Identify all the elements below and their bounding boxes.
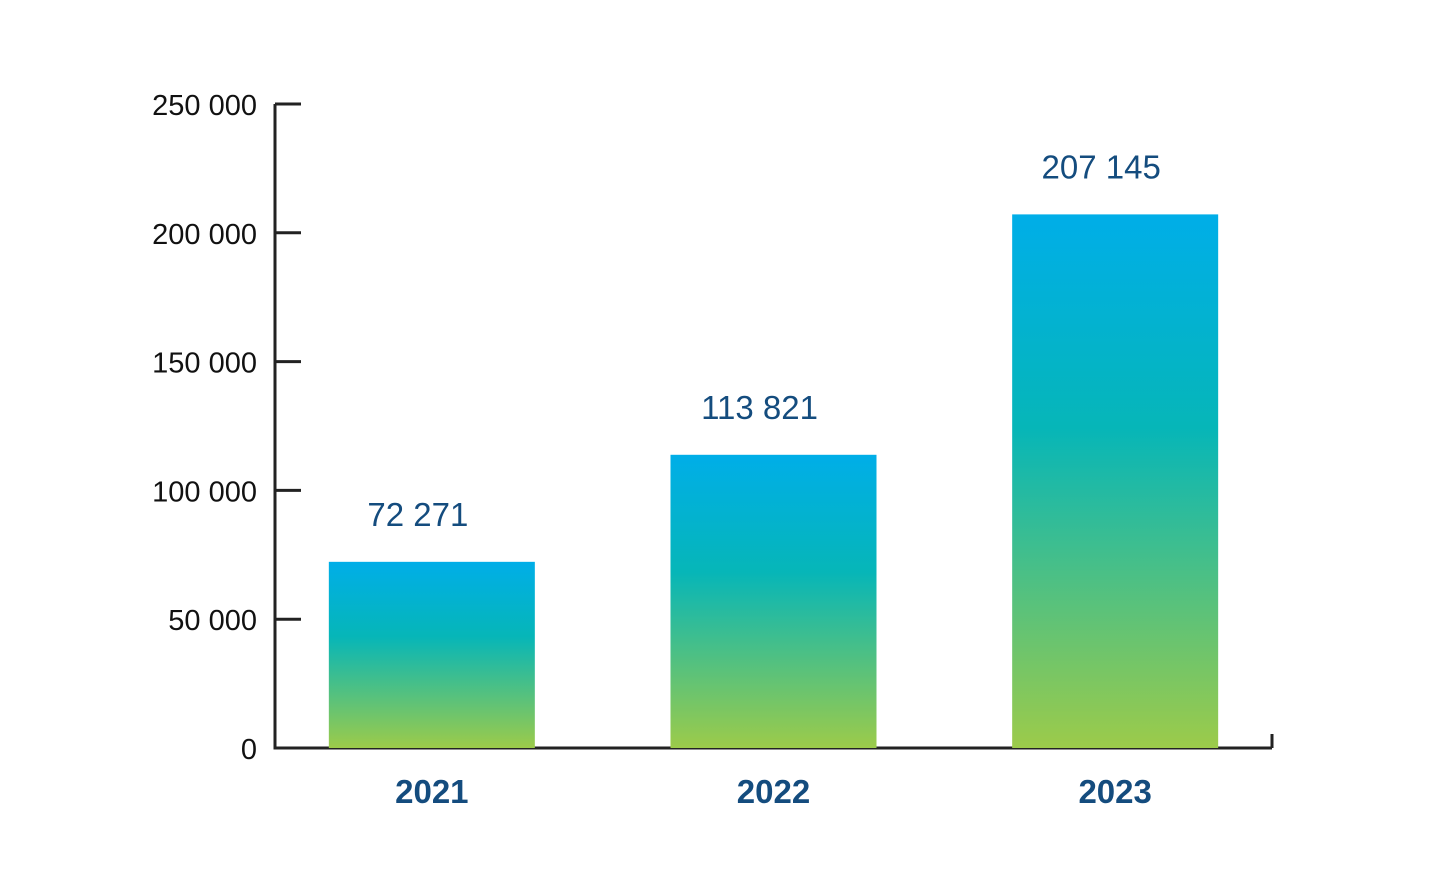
y-tick-label: 250 000 (152, 90, 257, 122)
data-label-2021: 72 271 (367, 496, 468, 533)
y-tick-label: 0 (241, 734, 257, 766)
data-label-2022: 113 821 (701, 389, 818, 426)
data-label-2023: 207 145 (1042, 148, 1161, 185)
labels: 72 271 2021 113 821 2022 207 145 2023 (367, 148, 1160, 810)
y-tick-label: 50 000 (168, 605, 257, 637)
bar-2023 (1012, 214, 1219, 749)
x-tick-label-2022: 2022 (737, 773, 810, 810)
y-tick-label: 200 000 (152, 219, 257, 251)
bar-2021 (328, 561, 535, 748)
y-tick-label: 100 000 (152, 476, 257, 508)
bars (328, 214, 1219, 749)
x-tick-label-2023: 2023 (1078, 773, 1151, 810)
bar-2022 (670, 454, 877, 748)
y-tick-label: 150 000 (152, 348, 257, 380)
x-tick-label-2021: 2021 (395, 773, 468, 810)
